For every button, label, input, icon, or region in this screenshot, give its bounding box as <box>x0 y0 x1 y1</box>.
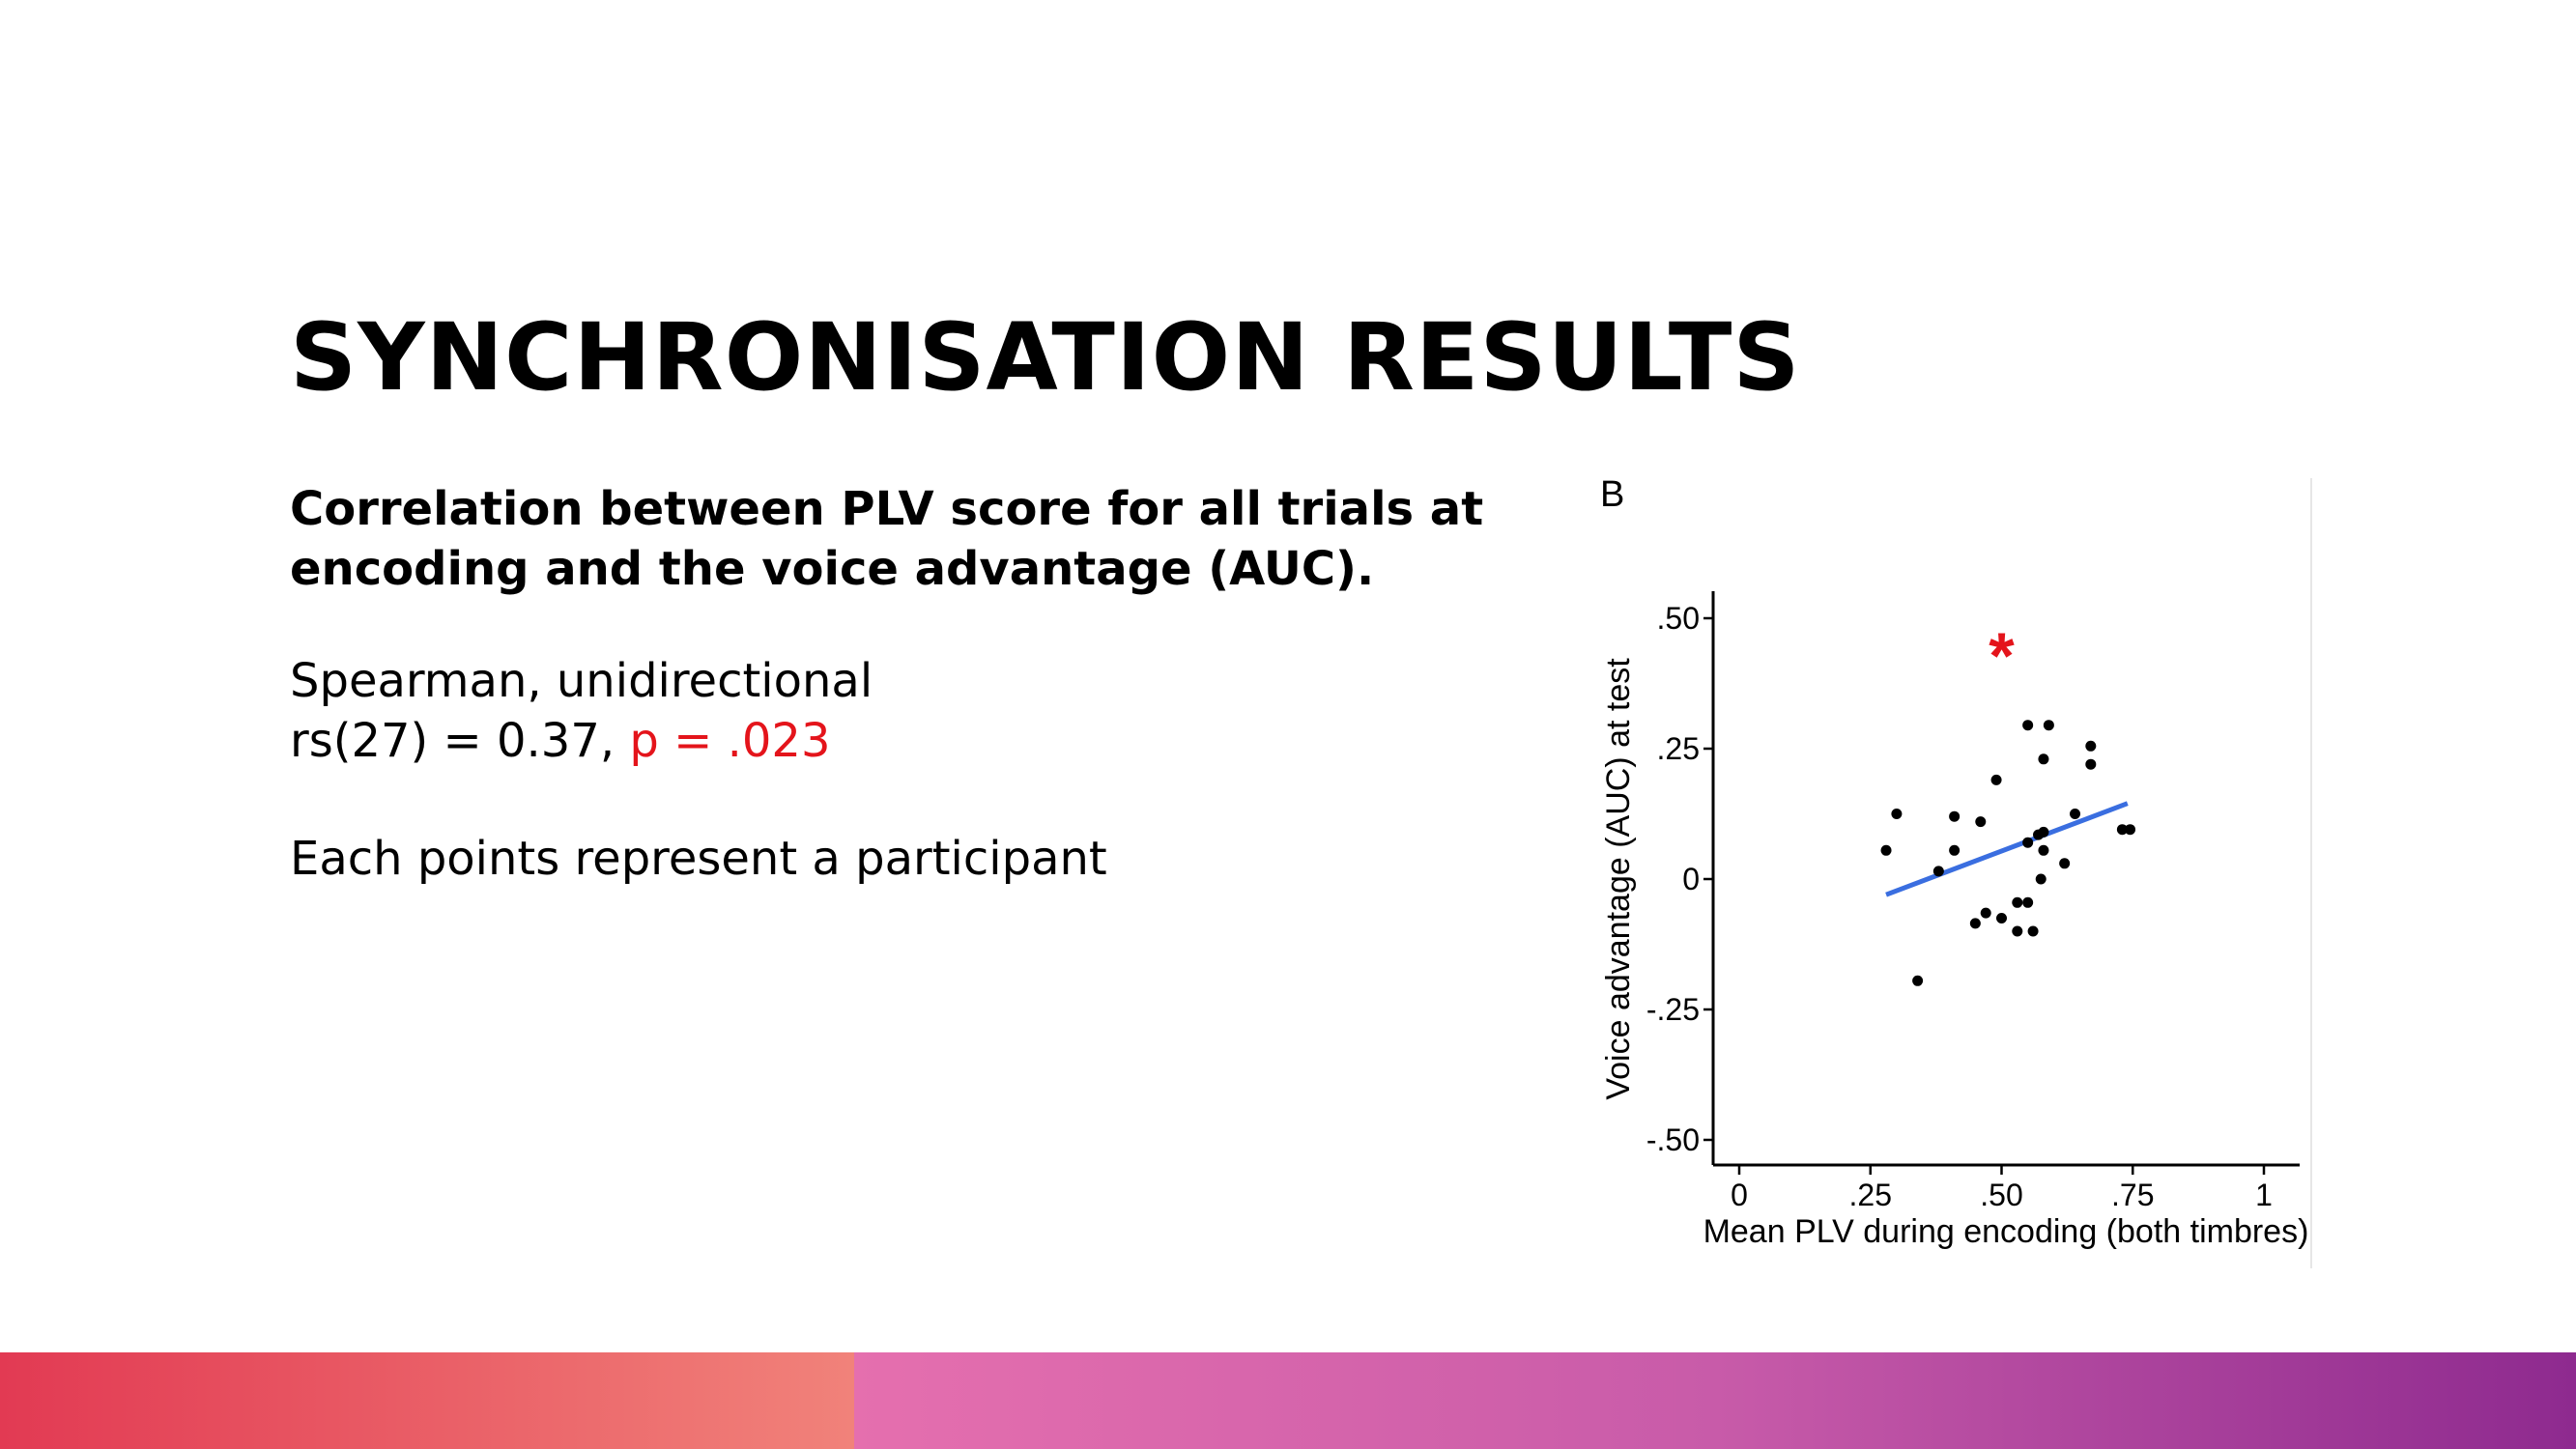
data-point <box>2043 720 2054 731</box>
data-point <box>2022 720 2034 731</box>
data-point <box>1975 816 1987 828</box>
x-tick-label: 1 <box>2255 1178 2273 1212</box>
y-axis-title: Voice advantage (AUC) at test <box>1600 658 1637 1100</box>
subtitle: Correlation between PLV score for all tr… <box>290 479 1484 599</box>
data-point <box>2012 896 2023 908</box>
data-point <box>2085 758 2097 770</box>
data-point <box>1880 844 1892 856</box>
data-point <box>2035 873 2046 885</box>
stats-block: Spearman, unidirectional rs(27) = 0.37, … <box>290 651 873 771</box>
data-point <box>2022 896 2034 908</box>
data-point <box>2038 753 2049 765</box>
data-point <box>1949 844 1961 856</box>
data-point <box>2027 925 2039 937</box>
x-tick-label: 0 <box>1731 1178 1748 1212</box>
y-tick-label: .25 <box>1657 731 1700 766</box>
data-point <box>2038 844 2049 856</box>
data-point <box>2125 824 2136 836</box>
footer-bar-right <box>854 1352 2576 1449</box>
regression-line <box>1885 801 2129 897</box>
data-point <box>2022 837 2034 848</box>
data-point <box>1990 774 2002 785</box>
significance-star: * <box>1989 619 2015 693</box>
data-point <box>1996 913 2007 923</box>
stats-test-name: Spearman, unidirectional <box>290 654 873 708</box>
data-point <box>2070 809 2081 819</box>
data-point <box>1949 810 1961 822</box>
chart-figure: B .50 .25 0 -.25 -.50 0 .25 .50 .75 1 Mean PLV duri… <box>1585 473 2319 1275</box>
footer-bar-left <box>0 1352 854 1449</box>
panel-label: B <box>1600 474 1624 515</box>
slide-title: SYNCHRONISATION RESULTS <box>290 303 1801 412</box>
data-point <box>2012 925 2023 937</box>
data-point <box>2116 824 2128 836</box>
subtitle-line-1: Correlation between PLV score for all tr… <box>290 482 1484 536</box>
subtitle-line-2: encoding and the voice advantage (AUC). <box>290 542 1375 596</box>
y-tick-label: .50 <box>1657 601 1700 636</box>
figure-border <box>2310 478 2312 1268</box>
data-point <box>1980 907 1991 919</box>
data-point <box>2059 858 2071 869</box>
y-tick-label: 0 <box>1682 862 1700 896</box>
data-point <box>1969 918 1981 929</box>
stats-p-value: p = .023 <box>629 714 831 768</box>
data-point <box>1891 809 1903 819</box>
data-point <box>2038 826 2049 838</box>
stats-result: rs(27) = 0.37, p = .023 <box>290 711 873 771</box>
data-point <box>2085 740 2097 752</box>
x-axis-title: Mean PLV during encoding (both timbres) <box>1703 1213 2309 1250</box>
stats-rs: rs(27) = 0.37, <box>290 714 630 768</box>
x-tick-label: .75 <box>2111 1178 2154 1212</box>
y-tick-label: -.50 <box>1646 1122 1700 1157</box>
data-point <box>1932 866 1944 877</box>
x-tick-label: .50 <box>1980 1178 2022 1212</box>
data-point <box>1912 975 1924 986</box>
y-tick-label: -.25 <box>1646 992 1700 1027</box>
x-tick-label: .25 <box>1849 1178 1892 1212</box>
points-note: Each points represent a participant <box>290 832 1107 886</box>
